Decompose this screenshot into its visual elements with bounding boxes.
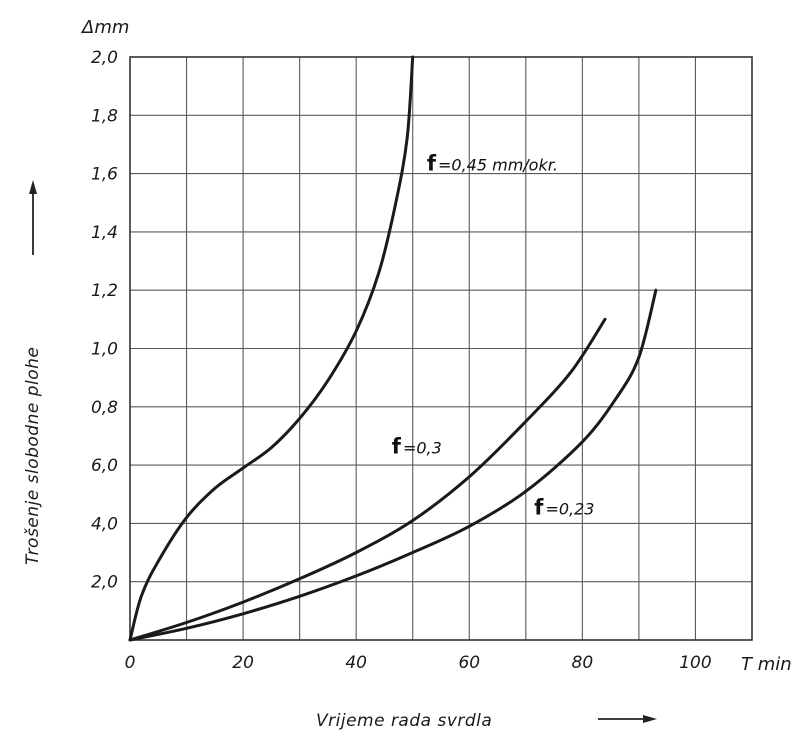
y-tick-label: 4,0 (91, 514, 118, 534)
series-label-f045: f =0,45 mm/okr. (427, 152, 558, 176)
y-tick-label: 1,6 (91, 165, 118, 185)
y-tick-label: 2,0 (91, 48, 118, 68)
x-tick-label: 40 (345, 653, 367, 673)
x-axis-arrow (598, 715, 657, 723)
series-label-f023: f =0,23 (534, 496, 594, 520)
x-tick-label: 100 (679, 653, 711, 673)
y-axis-title: Trošenje slobodne plohe (23, 347, 43, 565)
y-tick-label: 0,8 (91, 398, 118, 418)
x-tick-label: 80 (572, 653, 594, 673)
series-labels: f =0,45 mm/okr. f =0,3 f =0,23 (392, 152, 595, 520)
y-tick-label: 2,0 (91, 573, 118, 593)
series-lines (128, 55, 658, 642)
y-tick-label: 1,2 (91, 281, 118, 301)
plot-frame (129, 56, 753, 641)
x-tick-label: 20 (232, 653, 254, 673)
tick-labels: 0 20 40 60 80 100 2,0 4,0 6,0 0,8 1,0 1,2 1,4 1,6 1,8 2… (91, 48, 712, 673)
y-tick-label: 1,8 (91, 106, 118, 126)
series-label-f03: f =0,3 (392, 434, 442, 458)
y-tick-label: 1,4 (91, 223, 118, 243)
grid (130, 57, 752, 640)
y-tick-label: 6,0 (91, 456, 118, 476)
y-tick-label: 1,0 (91, 340, 118, 360)
series-line-f023 (128, 288, 658, 642)
x-tick-label: 60 (458, 653, 480, 673)
y-axis-arrow (29, 180, 37, 255)
x-unit-label: T min (741, 654, 792, 675)
x-axis-title: Vrijeme rada svrdla (316, 711, 492, 731)
x-tick-label: 0 (125, 653, 136, 673)
y-unit-label: Δmm (80, 17, 129, 38)
series-line-f03 (128, 317, 607, 642)
series-line-f045 (128, 55, 415, 642)
